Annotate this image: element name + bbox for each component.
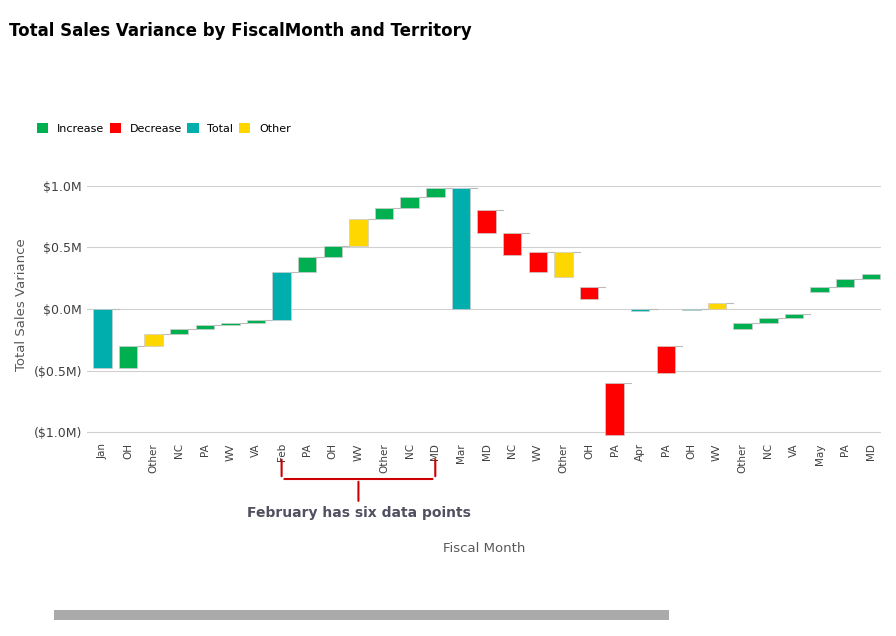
Y-axis label: Total Sales Variance: Total Sales Variance bbox=[15, 238, 28, 371]
Bar bbox=[631, 309, 650, 312]
Bar bbox=[195, 325, 214, 329]
Bar bbox=[452, 188, 470, 309]
Bar bbox=[221, 322, 239, 325]
Bar bbox=[246, 320, 265, 322]
Bar bbox=[554, 252, 573, 277]
Bar bbox=[478, 211, 495, 233]
Bar bbox=[682, 309, 701, 310]
Bar bbox=[657, 346, 675, 373]
Bar bbox=[503, 233, 521, 255]
Text: February has six data points: February has six data points bbox=[246, 506, 470, 520]
Legend: Increase, Decrease, Total, Other: Increase, Decrease, Total, Other bbox=[37, 123, 291, 134]
Bar bbox=[785, 314, 803, 317]
Bar bbox=[375, 208, 393, 219]
Bar bbox=[580, 287, 599, 299]
Bar bbox=[734, 322, 752, 329]
X-axis label: Fiscal Month: Fiscal Month bbox=[443, 543, 525, 555]
Bar bbox=[529, 252, 547, 272]
Bar bbox=[426, 188, 444, 197]
Bar bbox=[606, 383, 624, 434]
Bar bbox=[759, 317, 778, 322]
Bar bbox=[93, 309, 111, 368]
Bar bbox=[272, 272, 291, 320]
Bar bbox=[54, 610, 668, 620]
Bar bbox=[118, 346, 137, 368]
Text: Total Sales Variance by FiscalMonth and Territory: Total Sales Variance by FiscalMonth and … bbox=[9, 22, 471, 40]
Bar bbox=[810, 287, 829, 292]
Bar bbox=[708, 303, 727, 309]
Bar bbox=[298, 257, 316, 272]
Bar bbox=[349, 219, 367, 246]
Bar bbox=[144, 334, 163, 346]
Bar bbox=[836, 279, 855, 287]
Bar bbox=[170, 329, 188, 334]
Bar bbox=[401, 197, 419, 208]
Bar bbox=[862, 275, 880, 279]
Bar bbox=[323, 246, 342, 257]
